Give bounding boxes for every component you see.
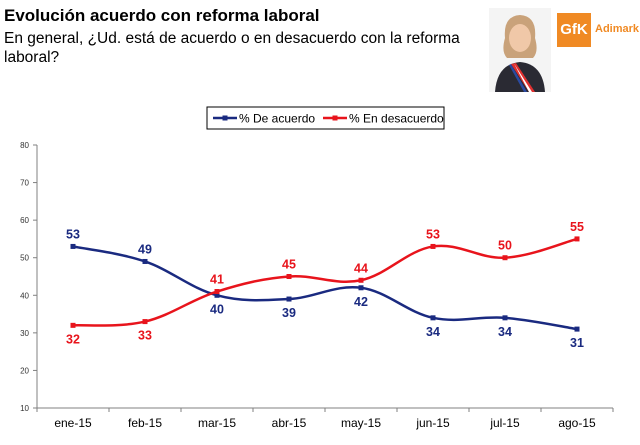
legend-marker-desacuerdo bbox=[332, 115, 338, 121]
legend-label-acuerdo: % De acuerdo bbox=[239, 112, 315, 126]
y-tick-label: 80 bbox=[20, 141, 29, 150]
data-point-desacuerdo bbox=[70, 322, 76, 328]
data-label-desacuerdo: 44 bbox=[354, 261, 368, 275]
data-label-desacuerdo: 33 bbox=[138, 329, 152, 343]
y-tick-label: 60 bbox=[20, 216, 29, 225]
data-label-acuerdo: 42 bbox=[354, 295, 368, 309]
y-tick-label: 20 bbox=[20, 366, 29, 375]
data-label-acuerdo: 49 bbox=[138, 242, 152, 256]
line-chart: 10 20 30 40 50 60 70 80 ene-15 feb-15 mar-15 abr-15… bbox=[20, 106, 614, 430]
data-label-acuerdo: 34 bbox=[426, 325, 440, 339]
y-tick-label: 10 bbox=[20, 404, 29, 413]
legend-marker-acuerdo bbox=[222, 115, 228, 121]
y-tick-label: 30 bbox=[20, 329, 29, 338]
y-tick-label: 50 bbox=[20, 254, 29, 263]
data-point-acuerdo bbox=[286, 296, 292, 302]
series-line-desacuerdo bbox=[72, 237, 578, 327]
data-point-desacuerdo bbox=[214, 289, 220, 295]
chart-title: Evolución acuerdo con reforma laboral bbox=[4, 6, 320, 25]
data-label-acuerdo: 34 bbox=[498, 325, 512, 339]
data-point-desacuerdo bbox=[430, 243, 436, 249]
adimark-logo-text: Adimark bbox=[595, 23, 640, 35]
series-line-acuerdo bbox=[72, 245, 578, 331]
x-tick-label: jul-15 bbox=[489, 416, 520, 430]
data-label-acuerdo: 40 bbox=[210, 302, 224, 316]
gfk-adimark-logo: GfK Adimark bbox=[557, 13, 639, 51]
data-point-acuerdo bbox=[358, 285, 364, 291]
data-label-acuerdo: 53 bbox=[66, 227, 80, 241]
gfk-logo-mark: GfK bbox=[557, 13, 591, 47]
x-tick-label: abr-15 bbox=[272, 416, 307, 430]
x-tick-label: jun-15 bbox=[415, 416, 450, 430]
data-label-desacuerdo: 50 bbox=[498, 239, 512, 253]
data-label-acuerdo: 31 bbox=[570, 336, 584, 350]
data-point-desacuerdo bbox=[502, 255, 508, 261]
data-point-acuerdo bbox=[70, 243, 76, 249]
data-label-desacuerdo: 32 bbox=[66, 332, 80, 346]
data-point-acuerdo bbox=[142, 258, 148, 264]
y-tick-label: 40 bbox=[20, 291, 29, 300]
data-label-desacuerdo: 55 bbox=[570, 220, 584, 234]
x-tick-label: may-15 bbox=[341, 416, 381, 430]
chart-subtitle: En general, ¿Ud. está de acuerdo o en de… bbox=[4, 30, 460, 66]
data-point-desacuerdo bbox=[574, 236, 580, 242]
x-tick-label: feb-15 bbox=[128, 416, 162, 430]
data-point-acuerdo bbox=[574, 326, 580, 332]
portrait-photo bbox=[489, 8, 551, 92]
data-point-desacuerdo bbox=[142, 319, 148, 325]
x-tick-label: ene-15 bbox=[54, 416, 92, 430]
data-label-desacuerdo: 53 bbox=[426, 227, 440, 241]
data-label-desacuerdo: 41 bbox=[210, 273, 224, 287]
data-point-desacuerdo bbox=[358, 277, 364, 283]
data-label-desacuerdo: 45 bbox=[282, 258, 296, 272]
data-label-acuerdo: 39 bbox=[282, 306, 296, 320]
x-tick-label: ago-15 bbox=[558, 416, 596, 430]
x-tick-label: mar-15 bbox=[198, 416, 236, 430]
data-point-acuerdo bbox=[430, 315, 436, 321]
data-point-desacuerdo bbox=[286, 274, 292, 279]
legend-label-desacuerdo: % En desacuerdo bbox=[349, 112, 444, 126]
y-tick-label: 70 bbox=[20, 179, 29, 188]
data-point-acuerdo bbox=[502, 315, 508, 321]
data-point-acuerdo bbox=[214, 292, 220, 298]
